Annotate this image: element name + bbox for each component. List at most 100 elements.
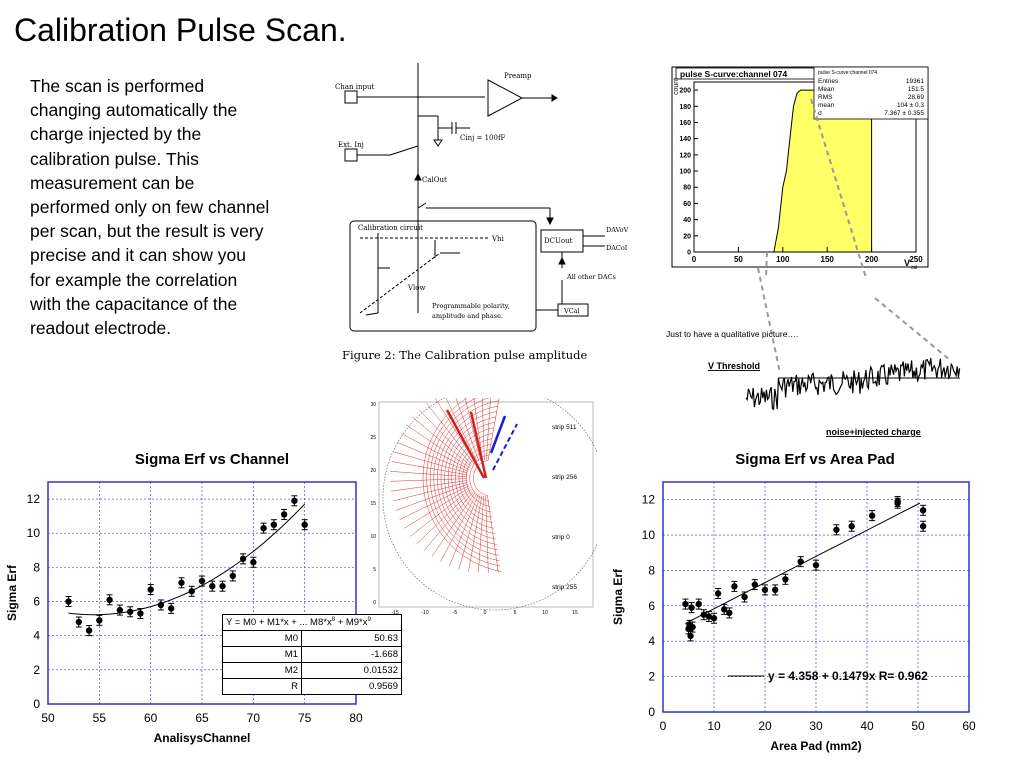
x-axis-label: Area Pad (mm2) xyxy=(770,739,861,753)
stats-box: Entries 19361 Mean 151.5 RMS 28.69 mean 104 ± 0… xyxy=(818,78,924,117)
data-point xyxy=(65,598,72,605)
pad-spoke xyxy=(464,398,481,461)
pad-spoke xyxy=(399,485,469,520)
pad-spoke xyxy=(426,402,475,464)
data-point xyxy=(157,601,165,609)
x-tick-label: 50 xyxy=(41,711,55,725)
stats-value: 104 ± 0.3 xyxy=(897,102,924,109)
fit-param-name: R xyxy=(222,678,302,695)
chan-input-label: Chan input xyxy=(335,83,375,91)
sigma-vs-area-chart: 0 10 20 30 40 50 60 0 2 4 6 8 10 12 Area Pad (mm2) Sigm… xyxy=(611,481,976,753)
pad-spoke xyxy=(440,493,477,562)
pad-ring xyxy=(437,405,498,551)
data-point xyxy=(178,579,185,586)
pad-spoke xyxy=(485,495,489,573)
stats-label: mean xyxy=(818,102,835,109)
fit-param-value: 0.9569 xyxy=(301,678,402,695)
calibration-circuit-diagram: Chan input Preamp Cinj = 100fF Ext. Inj … xyxy=(335,63,629,362)
pad-spoke xyxy=(406,424,471,469)
circuit-caption: Figure 2: The Calibration pulse amplitud… xyxy=(342,348,587,362)
data-point xyxy=(209,582,216,590)
data-point xyxy=(687,632,694,640)
data-point xyxy=(919,523,927,530)
x-tick-label: -5 xyxy=(453,610,458,616)
y-tick-label: 8 xyxy=(648,563,655,577)
stats-value: 7.367 ± 0.355 xyxy=(884,110,924,117)
pad-spoke xyxy=(455,398,480,462)
data-point xyxy=(260,524,267,532)
sigma-vs-channel-chart: 50 55 60 65 70 75 80 0 2 4 6 8 10 12 AnalisysChannel Si… xyxy=(5,481,363,745)
data-point xyxy=(688,604,695,611)
data-point xyxy=(689,623,696,631)
y-tick-label: 0 xyxy=(33,697,40,711)
data-point xyxy=(168,605,175,612)
y-tick-label: 5 xyxy=(373,567,376,573)
y-tick-label: 0 xyxy=(687,250,691,257)
pad-spoke xyxy=(486,398,491,461)
amplitude-phase-label: amplitude and phase. xyxy=(432,312,503,320)
noise-label: noise+injected charge xyxy=(826,427,921,437)
stats-label: RMS xyxy=(818,94,833,101)
data-point xyxy=(772,586,779,594)
y-tick-label: 15 xyxy=(370,501,376,507)
preamp-label: Preamp xyxy=(504,72,532,80)
pad-spoke xyxy=(468,495,483,572)
x-tick-label: 70 xyxy=(247,711,261,725)
left-chart-title: Sigma Erf vs Channel xyxy=(134,451,290,468)
y-tick-label: 10 xyxy=(642,528,656,542)
data-point xyxy=(116,606,124,614)
pad-spoke xyxy=(392,482,468,502)
fit-header: Y = M0 + M1*x + ... M8*x8 + M9*x9 xyxy=(222,614,402,631)
strip-256-label: strip 256 xyxy=(552,474,577,481)
qualitative-note: Just to have a qualitative picture…. xyxy=(666,329,798,339)
s-curve-x-label-sub: cal xyxy=(911,265,917,271)
pad-spoke xyxy=(449,494,479,567)
calout-label: CalOut xyxy=(422,176,447,184)
data-point xyxy=(797,558,804,565)
pad-ring xyxy=(440,411,497,545)
y-tick-label: 10 xyxy=(370,534,376,540)
data-point xyxy=(731,583,738,590)
data-point xyxy=(85,627,93,634)
pad-ring xyxy=(433,400,499,556)
pad-spoke xyxy=(416,490,473,545)
x-tick-label: 15 xyxy=(572,610,578,616)
strip-0-label: strip 0 xyxy=(552,534,570,541)
stats-label: Mean xyxy=(818,86,835,93)
fit-parameters-table: Y = M0 + M1*x + ... M8*x8 + M9*x9 M0 50.6… xyxy=(222,614,402,695)
x-tick-label: 80 xyxy=(349,711,363,725)
data-point xyxy=(695,600,702,608)
pad-spoke xyxy=(423,491,474,551)
y-axis-label: Sigma Erf xyxy=(5,564,19,621)
data-point xyxy=(188,588,195,595)
pad-spoke xyxy=(404,487,470,529)
x-tick-label: 60 xyxy=(144,711,158,725)
x-tick-label: 150 xyxy=(821,255,835,264)
plot-frame xyxy=(662,481,970,713)
data-point xyxy=(710,615,718,622)
x-tick-label: 0 xyxy=(484,610,487,616)
y-tick-label: 10 xyxy=(27,526,41,540)
davov-label: DAVoV xyxy=(606,226,629,234)
stats-label: σ xyxy=(818,110,822,117)
data-point xyxy=(291,497,298,504)
data-point xyxy=(239,555,247,563)
s-curve-y-axis: 0 20 40 60 80 100 120 140 160 180 200 xyxy=(679,88,698,257)
data-point xyxy=(812,561,820,569)
y-tick-label: 6 xyxy=(33,595,40,609)
data-point xyxy=(126,608,134,615)
right-chart-title: Sigma Erf vs Area Pad xyxy=(735,451,895,468)
y-tick-label: 160 xyxy=(679,120,691,127)
data-point xyxy=(761,586,769,594)
programmable-label: Programmable polarity, xyxy=(432,302,510,310)
data-point xyxy=(75,618,83,626)
data-point xyxy=(782,576,789,583)
s-curve-x-axis: 0 50 100 150 200 250 xyxy=(692,247,923,264)
y-tick-label: 12 xyxy=(642,493,656,507)
x-tick-label: 10 xyxy=(707,719,721,733)
data-point xyxy=(868,512,876,519)
data-point xyxy=(280,511,288,518)
data-point xyxy=(270,521,278,528)
data-point xyxy=(700,611,707,618)
pad-spoke xyxy=(478,495,484,573)
